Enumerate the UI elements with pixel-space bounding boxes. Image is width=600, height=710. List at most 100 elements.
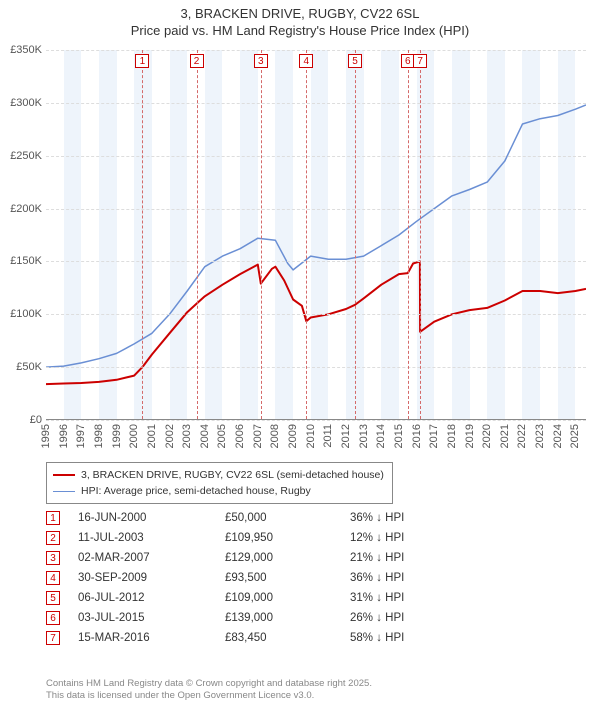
- x-axis-label: 2001: [146, 424, 158, 448]
- y-axis-label: £250K: [0, 150, 42, 162]
- x-axis-label: 2018: [446, 424, 458, 448]
- x-axis-label: 2025: [569, 424, 581, 448]
- x-axis-label: 2013: [358, 424, 370, 448]
- event-marker-line: [142, 50, 143, 419]
- legend-item: HPI: Average price, semi-detached house,…: [53, 483, 384, 499]
- event-pct: 26% ↓ HPI: [350, 608, 404, 628]
- x-axis-label: 2012: [340, 424, 352, 448]
- x-axis-label: 2007: [252, 424, 264, 448]
- x-axis-label: 1995: [40, 424, 52, 448]
- y-axis-label: £150K: [0, 255, 42, 267]
- chart-area: £0£50K£100K£150K£200K£250K£300K£350K1995…: [46, 50, 586, 420]
- event-marker-line: [261, 50, 262, 419]
- chart-title-block: 3, BRACKEN DRIVE, RUGBY, CV22 6SL Price …: [0, 0, 600, 40]
- event-date: 03-JUL-2015: [60, 608, 225, 628]
- footer-line-1: Contains HM Land Registry data © Crown c…: [46, 678, 372, 690]
- footer-attribution: Contains HM Land Registry data © Crown c…: [46, 678, 372, 702]
- x-axis-label: 2002: [164, 424, 176, 448]
- event-marker-line: [408, 50, 409, 419]
- y-axis-label: £50K: [0, 361, 42, 373]
- legend-swatch: [53, 474, 75, 476]
- x-axis-label: 2023: [534, 424, 546, 448]
- grid-line: [46, 314, 586, 315]
- x-axis-label: 2003: [181, 424, 193, 448]
- event-price: £109,950: [225, 528, 350, 548]
- event-marker-box: 4: [299, 54, 313, 68]
- x-axis-label: 2014: [375, 424, 387, 448]
- grid-line: [46, 156, 586, 157]
- x-axis-label: 2016: [411, 424, 423, 448]
- x-axis-label: 2020: [481, 424, 493, 448]
- x-axis-label: 2024: [552, 424, 564, 448]
- event-marker-line: [355, 50, 356, 419]
- event-marker-box: 5: [348, 54, 362, 68]
- event-marker-box: 2: [190, 54, 204, 68]
- grid-line: [46, 103, 586, 104]
- x-axis-label: 2010: [305, 424, 317, 448]
- y-axis-label: £0: [0, 414, 42, 426]
- event-price: £109,000: [225, 588, 350, 608]
- table-row: 116-JUN-2000£50,00036% ↓ HPI: [46, 508, 404, 528]
- event-price: £139,000: [225, 608, 350, 628]
- x-axis-label: 1999: [111, 424, 123, 448]
- x-axis-label: 1998: [93, 424, 105, 448]
- x-axis-label: 2017: [428, 424, 440, 448]
- table-row: 506-JUL-2012£109,00031% ↓ HPI: [46, 588, 404, 608]
- title-line-2: Price paid vs. HM Land Registry's House …: [0, 23, 600, 40]
- series-price_paid: [46, 261, 586, 384]
- event-index-box: 7: [46, 631, 60, 645]
- y-axis-label: £100K: [0, 308, 42, 320]
- x-axis-label: 2022: [516, 424, 528, 448]
- event-marker-box: 3: [254, 54, 268, 68]
- footer-line-2: This data is licensed under the Open Gov…: [46, 690, 372, 702]
- event-price: £83,450: [225, 628, 350, 648]
- grid-line: [46, 261, 586, 262]
- x-axis-label: 2009: [287, 424, 299, 448]
- event-date: 16-JUN-2000: [60, 508, 225, 528]
- table-row: 603-JUL-2015£139,00026% ↓ HPI: [46, 608, 404, 628]
- event-price: £50,000: [225, 508, 350, 528]
- event-price: £93,500: [225, 568, 350, 588]
- title-line-1: 3, BRACKEN DRIVE, RUGBY, CV22 6SL: [0, 6, 600, 23]
- table-row: 211-JUL-2003£109,95012% ↓ HPI: [46, 528, 404, 548]
- y-axis-label: £350K: [0, 44, 42, 56]
- table-row: 302-MAR-2007£129,00021% ↓ HPI: [46, 548, 404, 568]
- legend-label: 3, BRACKEN DRIVE, RUGBY, CV22 6SL (semi-…: [81, 469, 384, 481]
- x-axis-label: 2005: [216, 424, 228, 448]
- grid-line: [46, 420, 586, 421]
- table-row: 430-SEP-2009£93,50036% ↓ HPI: [46, 568, 404, 588]
- grid-line: [46, 367, 586, 368]
- event-date: 30-SEP-2009: [60, 568, 225, 588]
- x-axis-label: 2000: [128, 424, 140, 448]
- event-index-box: 4: [46, 571, 60, 585]
- series-hpi: [46, 105, 586, 367]
- event-index-box: 5: [46, 591, 60, 605]
- legend-swatch: [53, 491, 75, 492]
- legend-label: HPI: Average price, semi-detached house,…: [81, 485, 311, 497]
- event-pct: 31% ↓ HPI: [350, 588, 404, 608]
- x-axis-label: 2019: [464, 424, 476, 448]
- event-date: 06-JUL-2012: [60, 588, 225, 608]
- plot-area: £0£50K£100K£150K£200K£250K£300K£350K1995…: [46, 50, 586, 420]
- event-marker-box: 7: [413, 54, 427, 68]
- x-axis-label: 2021: [499, 424, 511, 448]
- event-pct: 21% ↓ HPI: [350, 548, 404, 568]
- event-index-box: 3: [46, 551, 60, 565]
- event-date: 15-MAR-2016: [60, 628, 225, 648]
- event-marker-line: [306, 50, 307, 419]
- x-axis-label: 2011: [322, 424, 334, 448]
- event-marker-line: [197, 50, 198, 419]
- y-axis-label: £200K: [0, 203, 42, 215]
- event-index-box: 1: [46, 511, 60, 525]
- event-index-box: 6: [46, 611, 60, 625]
- table-row: 715-MAR-2016£83,45058% ↓ HPI: [46, 628, 404, 648]
- event-pct: 12% ↓ HPI: [350, 528, 404, 548]
- y-axis-label: £300K: [0, 97, 42, 109]
- event-pct: 36% ↓ HPI: [350, 508, 404, 528]
- grid-line: [46, 209, 586, 210]
- event-pct: 58% ↓ HPI: [350, 628, 404, 648]
- legend-item: 3, BRACKEN DRIVE, RUGBY, CV22 6SL (semi-…: [53, 467, 384, 483]
- event-price: £129,000: [225, 548, 350, 568]
- events-table: 116-JUN-2000£50,00036% ↓ HPI211-JUL-2003…: [46, 508, 404, 648]
- x-axis-label: 2008: [269, 424, 281, 448]
